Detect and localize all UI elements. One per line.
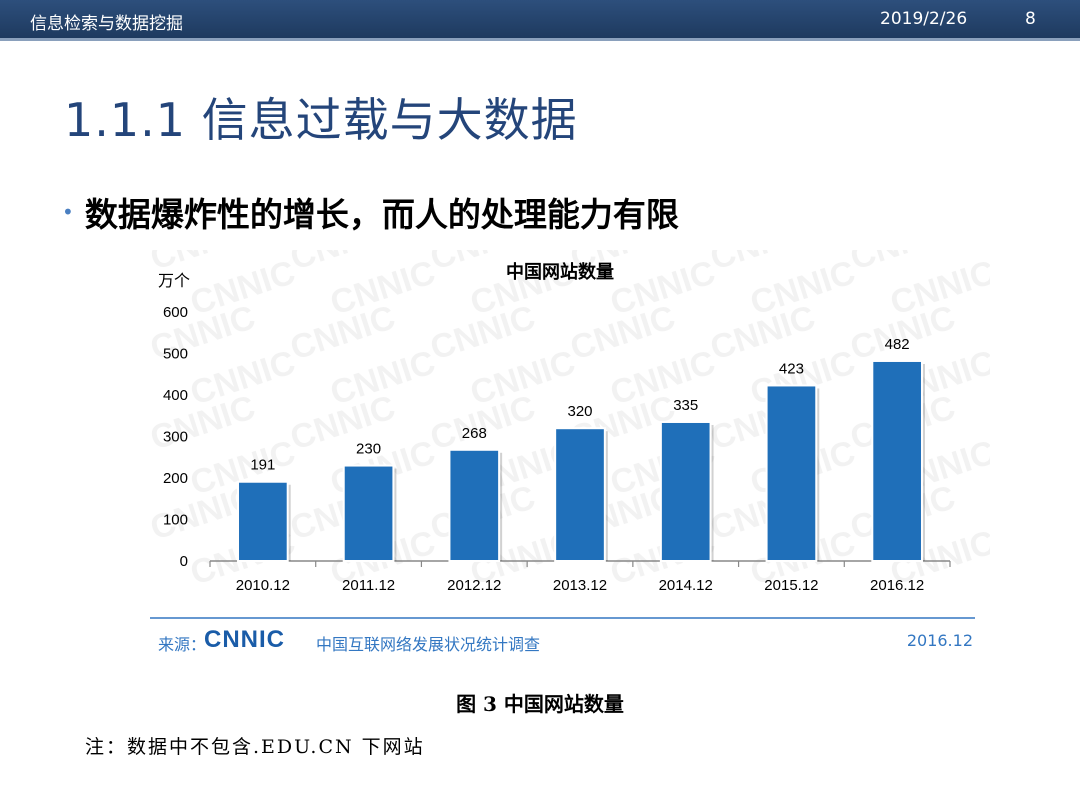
bullet-item: • 数据爆炸性的增长，而人的处理能力有限: [62, 188, 679, 236]
page-number: 8: [1025, 9, 1036, 29]
bar: [448, 448, 501, 562]
data-label: 320: [567, 403, 592, 420]
source-org: 中国互联网络发展状况统计调查: [316, 635, 541, 654]
x-tick-label: 2011.12: [342, 577, 395, 594]
source-row: 来源： CNNIC 中国互联网络发展状况统计调查 2016.12: [158, 626, 973, 655]
data-label: 423: [779, 360, 804, 377]
bar: [342, 464, 395, 562]
x-tick-label: 2010.12: [236, 577, 290, 594]
data-label: 482: [885, 336, 910, 353]
y-tick-label: 600: [163, 304, 188, 321]
bar: [871, 359, 923, 562]
data-label: 335: [673, 397, 698, 414]
slide-date: 2019/2/26: [880, 9, 968, 29]
x-tick-label: 2014.12: [659, 577, 713, 594]
bar: [237, 480, 289, 562]
bar: [765, 384, 818, 562]
y-tick-label: 0: [180, 553, 188, 570]
bar: [554, 427, 606, 562]
x-tick-label: 2015.12: [764, 577, 818, 594]
y-tick-label: 200: [163, 470, 188, 487]
figure-caption: 图 3 中国网站数量: [456, 692, 624, 716]
cnnic-logo: CNNIC: [204, 626, 285, 653]
footnote: 注：数据中不包含.EDU.CN 下网站: [85, 736, 425, 758]
x-tick-label: 2012.12: [447, 577, 501, 594]
data-label: 268: [462, 425, 487, 442]
course-title: 信息检索与数据挖掘: [30, 14, 183, 34]
data-label: 230: [356, 441, 381, 458]
header-bar: 信息检索与数据挖掘 2019/2/26 8: [0, 0, 1080, 38]
y-tick-label: 500: [163, 346, 188, 363]
x-tick-label: 2013.12: [553, 577, 607, 594]
y-tick-label: 100: [163, 512, 188, 529]
data-label: 191: [250, 457, 275, 474]
slide-title: 1.1.1 信息过载与大数据: [64, 93, 578, 147]
bullet-text: 数据爆炸性的增长，而人的处理能力有限: [84, 195, 679, 234]
bullet-dot-icon: •: [62, 200, 74, 224]
source-date: 2016.12: [906, 631, 973, 650]
x-tick-label: 2016.12: [870, 577, 924, 594]
bar: [659, 420, 712, 562]
header-divider: [0, 38, 1080, 41]
chart-title: 中国网站数量: [506, 261, 614, 282]
chart-container: CNNIC CNNIC CNNIC CNNIC CNNIC CNNIC CNNIC CNNIC…: [140, 208, 1080, 670]
y-unit-label: 万个: [158, 272, 190, 290]
y-tick-label: 400: [163, 387, 188, 404]
source-label: 来源：: [158, 635, 207, 654]
y-tick-label: 300: [163, 429, 188, 446]
bars-layer: 191 230 268 320 335 423 482: [237, 336, 925, 562]
